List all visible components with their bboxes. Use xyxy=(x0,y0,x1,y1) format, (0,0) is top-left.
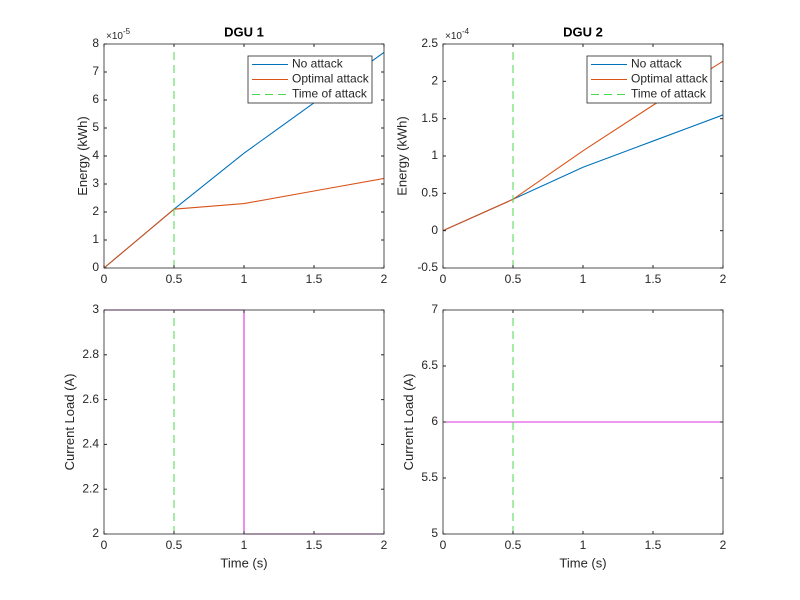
multiplier-base: ×10 xyxy=(445,31,462,42)
x-tick-label: 0.5 xyxy=(166,538,183,552)
subplot: 0 0.5 1 1.5 2 2 2.2 2.4 2.6 2.8 3 Time (s) Current L… xyxy=(62,302,388,570)
y-axis-label: Current Load (A) xyxy=(401,374,416,471)
subplot-title: DGU 1 xyxy=(224,24,264,39)
y-tick-label: 0 xyxy=(92,260,99,274)
y-tick-label: 2.5 xyxy=(421,36,438,50)
y-multiplier: ×10-5 xyxy=(106,27,131,42)
y-tick-label: 1.5 xyxy=(421,111,438,125)
x-tick-label: 0.5 xyxy=(505,272,522,286)
y-tick-label: 2 xyxy=(92,526,99,540)
x-tick-label: 2 xyxy=(381,272,388,286)
y-tick-label: 2.8 xyxy=(82,347,99,361)
data-lines xyxy=(443,310,723,534)
y-axis-label: Energy (kWh) xyxy=(75,116,90,195)
x-tick-label: 0 xyxy=(101,272,108,286)
legend-label: Optimal attack xyxy=(292,72,370,86)
y-tick-label: 2 xyxy=(92,204,99,218)
y-tick-label: -0.5 xyxy=(417,260,438,274)
y-axis-label: Energy (kWh) xyxy=(394,116,409,195)
legend-label: No attack xyxy=(292,57,344,71)
y-tick-label: 3 xyxy=(92,176,99,190)
legend-label: No attack xyxy=(631,57,683,71)
legend-label: Optimal attack xyxy=(631,72,709,86)
y-tick-label: 2.6 xyxy=(82,392,99,406)
y-tick-label: 2 xyxy=(431,74,438,88)
subplot: 0 0.5 1 1.5 2 5 5.5 6 6.5 7 Time (s) Current Load (… xyxy=(401,302,727,570)
legend-label: Time of attack xyxy=(631,87,707,101)
multiplier-exponent: -4 xyxy=(462,27,470,36)
legend-label: Time of attack xyxy=(292,87,368,101)
x-axis-label: Time (s) xyxy=(559,555,606,570)
y-tick-label: 2.4 xyxy=(82,437,99,451)
y-tick-label: 5.5 xyxy=(421,470,438,484)
x-tick-label: 1.5 xyxy=(306,272,323,286)
y-tick-label: 4 xyxy=(92,148,99,162)
x-tick-label: 1 xyxy=(580,272,587,286)
x-tick-label: 2 xyxy=(720,538,727,552)
y-tick-label: 5 xyxy=(431,526,438,540)
y-axis-label: Current Load (A) xyxy=(62,374,77,471)
y-tick-label: 2.2 xyxy=(82,481,99,495)
x-tick-label: 1.5 xyxy=(645,272,662,286)
y-tick-label: 1 xyxy=(92,232,99,246)
subplot-title: DGU 2 xyxy=(563,24,603,39)
multiplier-base: ×10 xyxy=(106,31,123,42)
y-multiplier: ×10-4 xyxy=(445,27,470,42)
x-tick-label: 1.5 xyxy=(306,538,323,552)
x-tick-label: 1 xyxy=(241,272,248,286)
x-tick-label: 1 xyxy=(241,538,248,552)
y-tick-label: 3 xyxy=(92,302,99,316)
x-tick-label: 1 xyxy=(580,538,587,552)
multiplier-exponent: -5 xyxy=(123,27,131,36)
x-tick-label: 0 xyxy=(440,538,447,552)
x-tick-label: 0.5 xyxy=(166,272,183,286)
x-tick-label: 0 xyxy=(101,538,108,552)
y-tick-label: 7 xyxy=(431,302,438,316)
x-tick-label: 0.5 xyxy=(505,538,522,552)
y-tick-label: 7 xyxy=(92,64,99,78)
y-tick-label: 0 xyxy=(431,223,438,237)
subplot: 0 0.5 1 1.5 2 0 1 2 3 4 5 6 7 8 DGU 1 Energy (kWh) ×10-5… xyxy=(75,24,388,286)
y-tick-label: 6 xyxy=(431,414,438,428)
y-tick-label: 8 xyxy=(92,36,99,50)
x-tick-label: 2 xyxy=(381,538,388,552)
y-tick-label: 6 xyxy=(92,92,99,106)
x-axis-label: Time (s) xyxy=(220,555,267,570)
x-tick-label: 1.5 xyxy=(645,538,662,552)
series-line xyxy=(103,177,385,269)
x-tick-label: 2 xyxy=(720,272,727,286)
y-tick-label: 6.5 xyxy=(421,358,438,372)
y-tick-label: 5 xyxy=(92,120,99,134)
y-tick-label: 0.5 xyxy=(421,186,438,200)
x-tick-label: 0 xyxy=(440,272,447,286)
y-tick-label: 1 xyxy=(431,148,438,162)
